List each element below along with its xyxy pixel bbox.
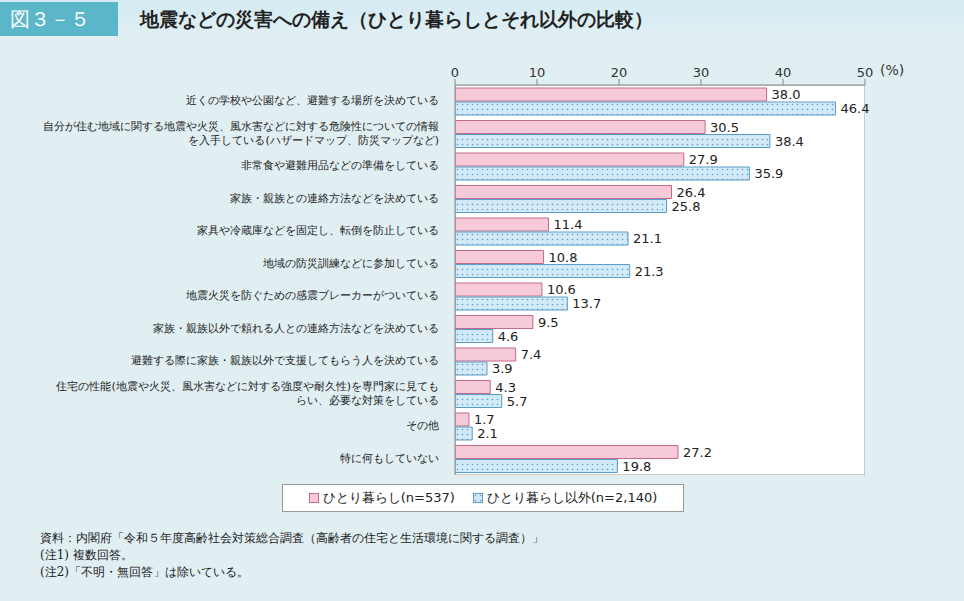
svg-text:特に何もしていない: 特に何もしていない — [340, 452, 439, 465]
svg-text:4.3: 4.3 — [495, 380, 516, 395]
svg-text:25.8: 25.8 — [672, 199, 701, 214]
svg-text:7.4: 7.4 — [521, 347, 542, 362]
html-text:(注1) 複数回答。: (注1) 複数回答。 — [40, 548, 133, 562]
html-text:ひとり暮らし(n=537): ひとり暮らし(n=537) — [322, 490, 455, 505]
svg-text:20: 20 — [611, 65, 628, 80]
svg-text:自分が住む地域に関する地震や火災、風水害などに対する危険性に: 自分が住む地域に関する地震や火災、風水害などに対する危険性についての情報を入手し… — [43, 120, 439, 147]
svg-text:30: 30 — [693, 65, 710, 80]
svg-text:11.4: 11.4 — [553, 217, 582, 232]
svg-text:19.8: 19.8 — [622, 459, 651, 474]
svg-text:38.4: 38.4 — [775, 134, 804, 149]
svg-text:26.4: 26.4 — [676, 185, 705, 200]
svg-text:30.5: 30.5 — [710, 120, 739, 135]
svg-text:46.4: 46.4 — [840, 101, 869, 116]
svg-text:10: 10 — [529, 65, 546, 80]
svg-text:住宅の性能(地震や火災、風水害などに対する強度や耐久性)を専: 住宅の性能(地震や火災、風水害などに対する強度や耐久性)を専門家に見てもらい、必… — [56, 380, 439, 407]
svg-text:5.7: 5.7 — [507, 394, 528, 409]
svg-text:9.5: 9.5 — [538, 315, 559, 330]
svg-text:10.6: 10.6 — [547, 282, 576, 297]
html-text:図３－５: 図３－５ — [10, 7, 90, 31]
svg-text:13.7: 13.7 — [572, 296, 601, 311]
svg-text:2.1: 2.1 — [477, 426, 498, 441]
svg-text:35.9: 35.9 — [754, 166, 783, 181]
svg-text:避難する際に家族・親族以外で支援してもらう人を決めている: 避難する際に家族・親族以外で支援してもらう人を決めている — [131, 354, 439, 367]
html-text:地震などの災害への備え（ひとり暮らしとそれ以外の比較）: 地震などの災害への備え（ひとり暮らしとそれ以外の比較） — [140, 8, 653, 30]
svg-text:近くの学校や公園など、避難する場所を決めている: 近くの学校や公園など、避難する場所を決めている — [186, 94, 439, 107]
svg-text:50: 50 — [857, 65, 874, 80]
html-text:資料：内閣府「令和５年度高齢社会対策総合調査（高齢者の住宅と: 資料：内閣府「令和５年度高齢社会対策総合調査（高齢者の住宅と生活環境に関する調査… — [40, 531, 544, 545]
svg-text:10.8: 10.8 — [549, 250, 578, 265]
svg-text:21.3: 21.3 — [635, 264, 664, 279]
html-text:ひとり暮らし以外(n=2,140): ひとり暮らし以外(n=2,140) — [486, 490, 658, 505]
svg-text:地震火災を防ぐための感震ブレーカーがついている: 地震火災を防ぐための感震ブレーカーがついている — [185, 289, 439, 302]
svg-text:0: 0 — [451, 65, 459, 80]
svg-text:地域の防災訓練などに参加している: 地域の防災訓練などに参加している — [262, 257, 439, 270]
svg-text:27.9: 27.9 — [689, 152, 718, 167]
svg-text:その他: その他 — [406, 419, 439, 432]
svg-text:家族・親族以外で頼れる人との連絡方法などを決めている: 家族・親族以外で頼れる人との連絡方法などを決めている — [153, 322, 439, 335]
svg-text:家族・親族との連絡方法などを決めている: 家族・親族との連絡方法などを決めている — [230, 192, 439, 205]
svg-text:3.9: 3.9 — [492, 361, 513, 376]
svg-text:家具や冷蔵庫などを固定し、転倒を防止している: 家具や冷蔵庫などを固定し、転倒を防止している — [197, 224, 439, 237]
svg-text:非常食や避難用品などの準備をしている: 非常食や避難用品などの準備をしている — [241, 159, 439, 172]
svg-text:21.1: 21.1 — [633, 231, 662, 246]
svg-text:4.6: 4.6 — [498, 329, 519, 344]
svg-text:40: 40 — [775, 65, 792, 80]
html-text:(注2)「不明・無回答」は除いている。: (注2)「不明・無回答」は除いている。 — [40, 565, 249, 579]
svg-text:38.0: 38.0 — [772, 87, 801, 102]
svg-text:27.2: 27.2 — [683, 445, 712, 460]
svg-text:1.7: 1.7 — [474, 412, 495, 427]
